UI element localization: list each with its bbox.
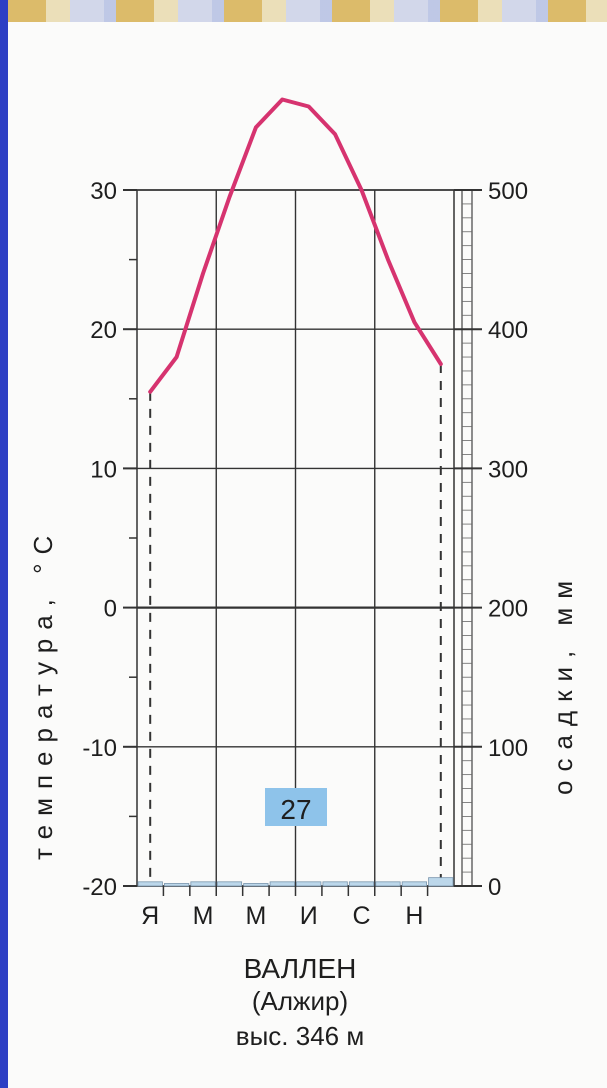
precip-bar xyxy=(401,881,427,887)
month-label: Я xyxy=(141,902,159,930)
precip-bar xyxy=(190,881,216,887)
right-tick-label: 100 xyxy=(488,735,528,762)
temperature-series xyxy=(148,97,443,394)
y-axis-left-title: температура, °С xyxy=(28,527,58,860)
month-label: И xyxy=(300,902,318,930)
annual-precip-box: 27 xyxy=(265,788,327,826)
precip-bar xyxy=(269,881,295,887)
left-tick-label: 10 xyxy=(90,456,117,483)
right-tick-label: 300 xyxy=(488,456,528,483)
right-tick-label: 500 xyxy=(488,178,528,205)
station-name: ВАЛЛЕН xyxy=(244,953,357,984)
precip-bar xyxy=(164,883,190,887)
month-label: С xyxy=(353,902,371,930)
axis-ticks xyxy=(123,189,482,896)
precip-bar xyxy=(243,883,269,887)
left-tick-label: -20 xyxy=(82,874,117,901)
y-axis-right-title: осадки, мм xyxy=(548,572,578,795)
left-tick-label: 0 xyxy=(104,596,117,623)
month-label: М xyxy=(193,902,214,930)
left-tick-label: -10 xyxy=(82,735,117,762)
left-tick-label: 30 xyxy=(90,178,117,205)
precip-bar xyxy=(375,881,401,887)
page-frame xyxy=(8,0,607,1088)
month-label: М xyxy=(245,902,266,930)
precip-bar xyxy=(322,881,348,887)
precip-bar xyxy=(137,881,163,887)
annual-precip-bg xyxy=(265,788,327,826)
precip-bar xyxy=(348,881,375,887)
station-elevation: выс. 346 м xyxy=(236,1021,364,1051)
station-info: ВАЛЛЕН (Алжир) выс. 346 м xyxy=(236,953,364,1051)
right-tick-label: 0 xyxy=(488,874,501,901)
precipitation-bars xyxy=(137,877,454,887)
temperature-line xyxy=(148,97,443,394)
month-label: Н xyxy=(405,902,423,930)
station-country: (Алжир) xyxy=(252,986,348,1016)
precip-bar xyxy=(216,881,243,887)
annual-precip-value: 27 xyxy=(280,794,311,825)
right-tick-label: 400 xyxy=(488,317,528,344)
precip-bar xyxy=(296,881,322,887)
decorative-top-bar xyxy=(8,0,607,22)
right-tick-label: 200 xyxy=(488,596,528,623)
left-tick-label: 20 xyxy=(90,317,117,344)
precip-bar xyxy=(428,877,454,887)
chart-grid xyxy=(136,189,455,887)
